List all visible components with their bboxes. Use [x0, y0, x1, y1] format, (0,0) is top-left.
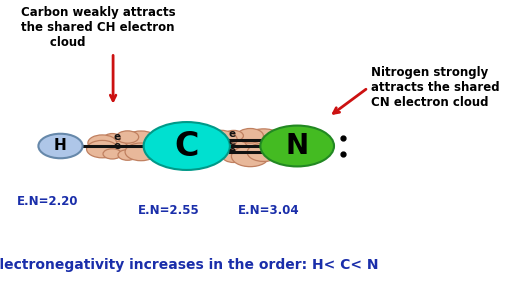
Text: E.N=2.55: E.N=2.55 — [137, 204, 199, 217]
Text: e: e — [229, 146, 236, 156]
Circle shape — [217, 132, 267, 160]
Circle shape — [222, 150, 245, 162]
Circle shape — [116, 131, 139, 143]
Circle shape — [38, 134, 83, 158]
Circle shape — [87, 140, 118, 158]
Circle shape — [103, 149, 122, 159]
Circle shape — [255, 138, 283, 154]
Text: C: C — [175, 129, 199, 163]
Circle shape — [203, 130, 237, 149]
Circle shape — [103, 134, 145, 158]
Text: Nitrogen strongly
attracts the shared
CN electron cloud: Nitrogen strongly attracts the shared CN… — [371, 66, 500, 109]
Circle shape — [260, 126, 334, 166]
Text: Carbon weakly attracts
the shared CH electron
       cloud: Carbon weakly attracts the shared CH ele… — [21, 6, 176, 49]
Circle shape — [134, 139, 158, 153]
Circle shape — [125, 131, 157, 149]
Text: E.N=3.04: E.N=3.04 — [237, 204, 299, 217]
Text: e: e — [229, 138, 236, 147]
Circle shape — [197, 136, 234, 156]
Circle shape — [125, 143, 157, 161]
Circle shape — [209, 146, 231, 158]
Circle shape — [118, 150, 137, 160]
Text: e: e — [114, 132, 121, 142]
Text: N: N — [286, 132, 309, 160]
Circle shape — [224, 131, 244, 141]
Text: e: e — [114, 141, 121, 151]
Circle shape — [247, 143, 280, 161]
Text: e: e — [229, 129, 236, 139]
Circle shape — [104, 133, 120, 143]
Text: Electronegativity increases in the order: H< C< N: Electronegativity increases in the order… — [0, 258, 378, 272]
Circle shape — [237, 128, 264, 143]
Circle shape — [88, 135, 117, 151]
Circle shape — [244, 129, 283, 150]
Circle shape — [144, 122, 230, 170]
Text: E.N=2.20: E.N=2.20 — [17, 195, 78, 208]
Text: H: H — [54, 138, 67, 154]
Circle shape — [231, 146, 269, 167]
